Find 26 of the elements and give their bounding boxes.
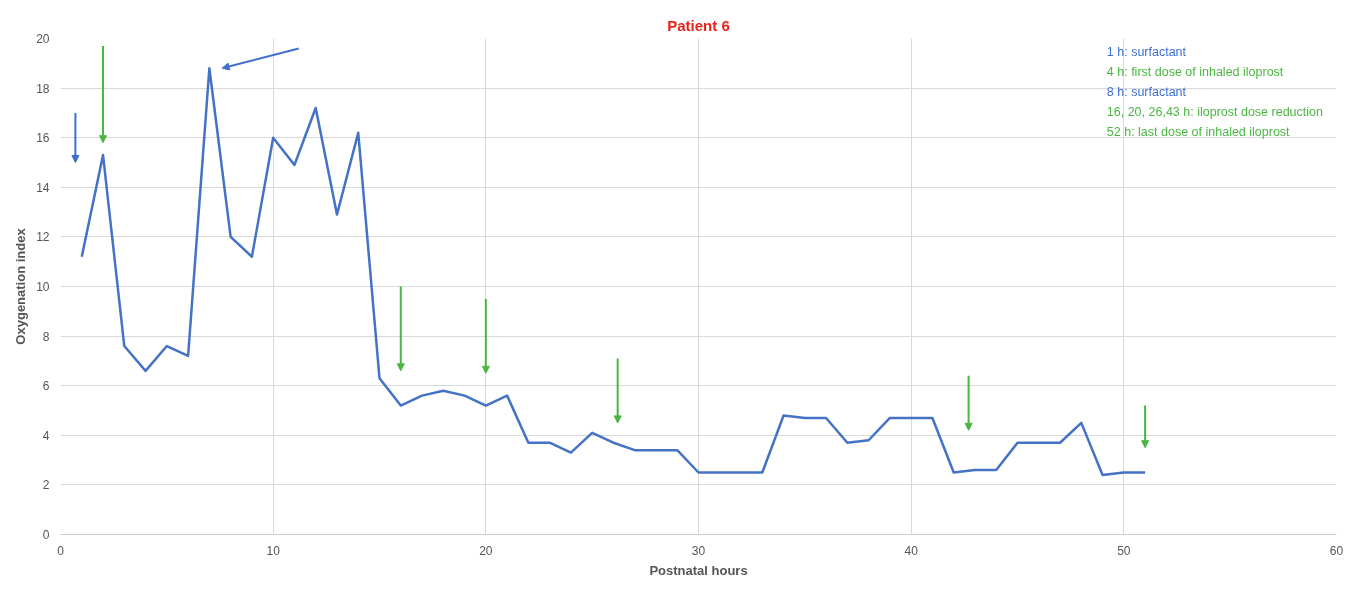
annotation: 16, 20, 26,43 h: iloprost dose reduction (1106, 104, 1323, 119)
y-tick-label: 10 (36, 280, 50, 294)
annotation: 4 h: first dose of inhaled iloprost (1106, 64, 1284, 79)
x-tick-label: 60 (1329, 543, 1344, 558)
x-axis-title: Postnatal hours (649, 562, 748, 578)
annotation: 8 h: surfactant (1106, 84, 1187, 99)
y-tick-label: 20 (36, 32, 50, 46)
annotation: 1 h: surfactant (1106, 44, 1187, 59)
chart-title: Patient 6 (667, 16, 730, 34)
y-tick-label: 6 (42, 379, 50, 394)
x-tick-label: 10 (266, 543, 281, 558)
y-tick-label: 0 (42, 528, 50, 542)
x-tick-label: 30 (691, 543, 706, 558)
y-tick-label: 14 (36, 180, 50, 195)
y-tick-label: 8 (42, 329, 50, 344)
y-tick-label: 12 (36, 230, 50, 245)
x-tick-label: 40 (904, 543, 919, 558)
annotation: 52 h: last dose of inhaled iloprost (1106, 124, 1291, 139)
y-axis-title: Oxygenation index (13, 227, 29, 345)
x-tick-label: 50 (1117, 543, 1131, 558)
x-tick-label: 20 (479, 543, 493, 558)
y-tick-label: 18 (36, 81, 50, 96)
x-tick-label: 0 (57, 543, 65, 558)
y-tick-label: 2 (42, 478, 50, 493)
y-tick-label: 4 (42, 428, 50, 443)
y-tick-label: 16 (36, 131, 50, 146)
